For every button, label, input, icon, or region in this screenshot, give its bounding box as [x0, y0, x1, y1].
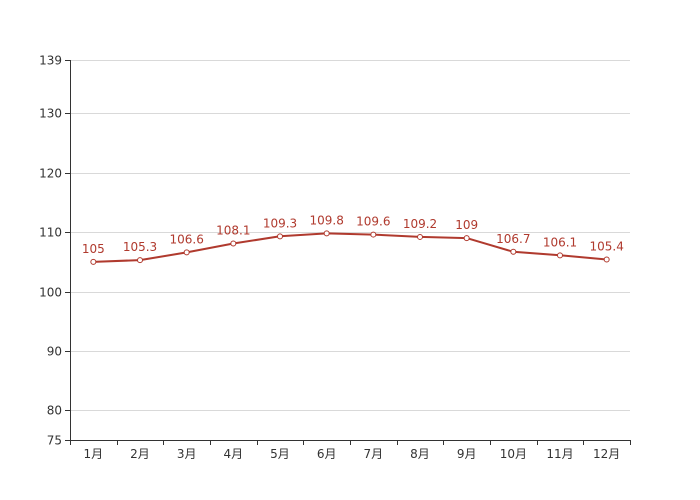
data-point — [510, 248, 517, 255]
data-label: 106.1 — [543, 235, 577, 249]
data-label: 106.7 — [496, 232, 530, 246]
data-label: 109.8 — [309, 213, 343, 227]
data-label: 109.2 — [403, 217, 437, 231]
y-tick-label: 100 — [39, 286, 62, 300]
y-tick-label: 80 — [47, 404, 62, 418]
x-tick-label: 8月 — [410, 447, 430, 461]
data-label: 109.3 — [263, 216, 297, 230]
data-point — [277, 233, 283, 240]
data-point — [137, 257, 143, 264]
x-tick-label: 4月 — [224, 447, 244, 461]
y-tick-label: 120 — [39, 167, 62, 181]
grid-lines — [70, 60, 630, 411]
x-tick-label: 5月 — [270, 447, 290, 461]
y-tick-label: 90 — [47, 345, 62, 359]
x-tick-label: 6月 — [317, 447, 337, 461]
x-tick-label: 9月 — [457, 447, 477, 461]
x-tick-label: 7月 — [364, 447, 384, 461]
y-tick-label: 75 — [47, 434, 62, 448]
data-point — [603, 256, 610, 263]
y-tick-label: 139 — [39, 54, 62, 68]
x-tick-label: 11月 — [546, 447, 573, 461]
data-point — [417, 233, 423, 240]
data-labels: 105 105.3 106.6 108.1 109.3 109.8 109.6 109.2 10… — [82, 213, 624, 256]
y-tick-label: 110 — [39, 226, 62, 240]
x-tick-label: 3月 — [177, 447, 197, 461]
data-label: 106.6 — [169, 232, 203, 246]
x-tick-label: 10月 — [500, 447, 527, 461]
data-label: 105.4 — [589, 240, 623, 254]
data-label: 108.1 — [216, 223, 250, 237]
data-point — [183, 249, 190, 256]
data-label: 109 — [455, 218, 478, 232]
data-point — [370, 231, 377, 238]
data-point — [323, 230, 330, 237]
data-point — [557, 252, 563, 259]
y-tick-label: 130 — [39, 107, 62, 121]
series-line — [93, 232, 607, 263]
x-tick-label: 12月 — [593, 447, 620, 461]
data-label: 105 — [82, 242, 105, 256]
data-label: 109.6 — [356, 215, 390, 229]
axes: 75 80 90 100 110 120 130 139 1月 2月 3月 4月 5月 6月 7月 8月 9月 1… — [39, 54, 631, 461]
x-tick-label: 1月 — [84, 447, 104, 461]
data-point — [90, 258, 97, 265]
series — [90, 230, 610, 265]
data-point — [230, 240, 237, 247]
x-tick-label: 2月 — [130, 447, 150, 461]
data-point — [463, 235, 470, 242]
data-label: 105.3 — [123, 240, 157, 254]
